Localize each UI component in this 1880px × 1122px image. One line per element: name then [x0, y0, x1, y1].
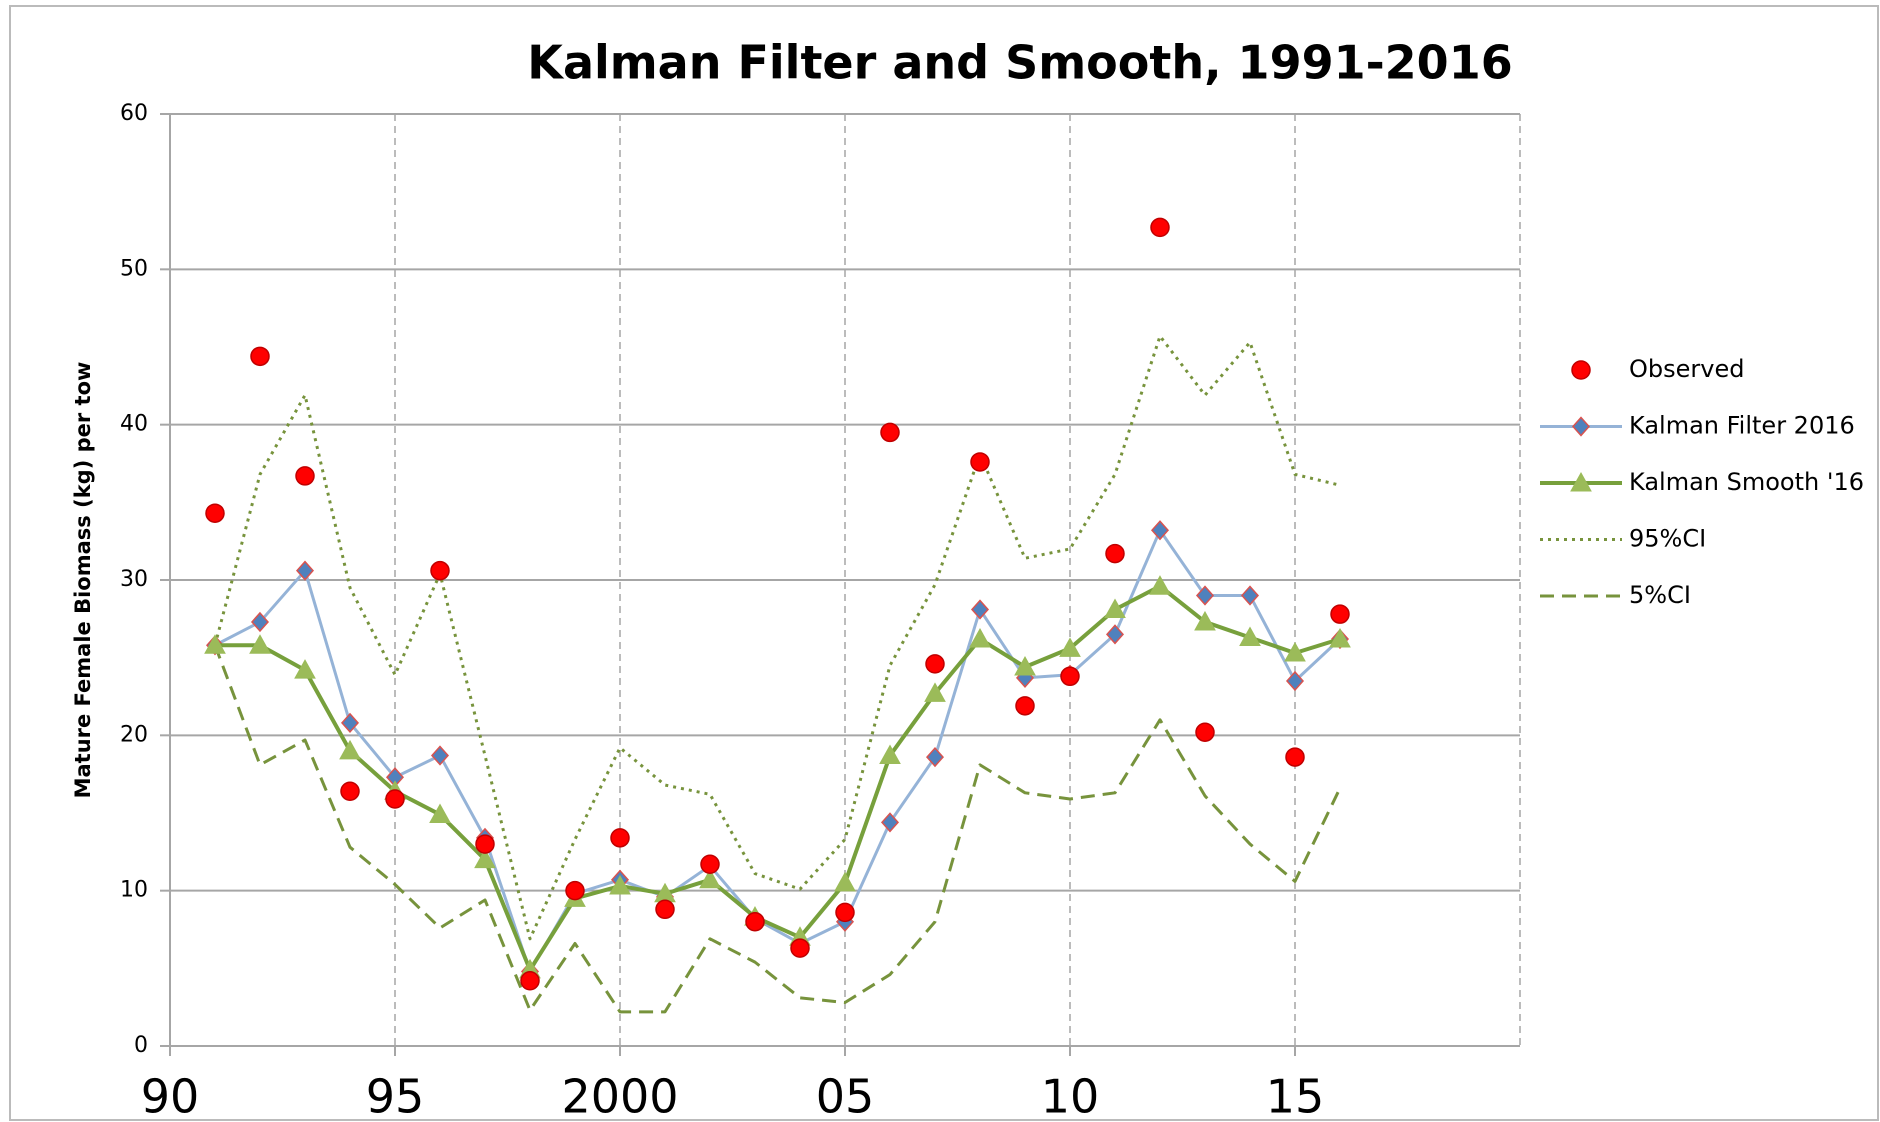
y-tick-label: 20 — [120, 722, 148, 747]
data-point — [204, 634, 226, 654]
data-point — [250, 611, 270, 633]
data-point — [924, 682, 946, 702]
data-point — [294, 659, 316, 679]
data-point — [1330, 604, 1350, 624]
data-point — [340, 712, 360, 734]
data-point — [1284, 641, 1306, 662]
data-point — [1060, 666, 1080, 687]
data-point — [970, 599, 990, 620]
legend-label: Kalman Smooth '16 — [1629, 468, 1864, 496]
data-point — [969, 627, 991, 648]
data-point — [1329, 627, 1351, 648]
data-point — [790, 938, 810, 958]
data-point — [970, 452, 990, 472]
x-tick-label: 2000 — [561, 1070, 678, 1122]
data-point — [655, 899, 675, 920]
legend-marker — [1571, 416, 1591, 437]
data-point — [1015, 696, 1035, 716]
data-point — [1285, 747, 1305, 767]
legend-marker — [1571, 360, 1591, 380]
data-point — [474, 848, 496, 869]
x-tick-label: 95 — [366, 1070, 425, 1122]
data-point — [610, 828, 630, 848]
data-point — [1240, 585, 1260, 606]
data-point — [925, 654, 945, 674]
data-point — [1195, 722, 1215, 742]
data-point — [565, 880, 585, 901]
data-point — [609, 874, 631, 895]
y-tick-label: 30 — [120, 567, 148, 592]
legend-label: 95%CI — [1629, 525, 1706, 553]
data-point — [1059, 637, 1081, 657]
data-point — [430, 560, 450, 581]
legend-marker — [1570, 471, 1592, 492]
data-point — [880, 422, 900, 443]
data-point — [205, 503, 225, 523]
data-point — [879, 744, 901, 765]
y-tick-label: 50 — [120, 256, 148, 281]
data-point — [745, 911, 765, 932]
y-axis-label: Mature Female Biomass (kg) per tow — [71, 362, 95, 799]
data-point — [880, 812, 900, 833]
data-point — [250, 346, 270, 367]
data-point — [1150, 217, 1170, 238]
data-point — [340, 781, 360, 802]
data-point — [835, 902, 855, 923]
y-tick-label: 40 — [120, 412, 148, 437]
legend-label: Kalman Filter 2016 — [1629, 412, 1855, 440]
legend-label: 5%CI — [1629, 581, 1691, 609]
series-line — [213, 644, 1342, 1014]
data-point — [429, 803, 451, 824]
data-point — [1149, 575, 1171, 595]
data-point — [475, 834, 495, 854]
data-point — [925, 746, 945, 768]
x-tick-label: 90 — [141, 1070, 200, 1122]
x-tick-label: 05 — [816, 1070, 875, 1122]
data-point — [1104, 598, 1126, 619]
data-point — [1285, 670, 1305, 692]
data-point — [520, 971, 540, 991]
data-point — [1239, 626, 1261, 646]
data-point — [1150, 520, 1170, 541]
data-point — [1195, 585, 1215, 606]
data-point — [295, 466, 315, 486]
data-point — [385, 789, 405, 809]
y-tick-label: 0 — [134, 1033, 148, 1058]
x-tick-label: 10 — [1041, 1070, 1100, 1122]
x-tick-label: 15 — [1266, 1070, 1325, 1122]
data-point — [700, 854, 720, 875]
data-point — [295, 560, 315, 581]
data-point — [1014, 655, 1036, 676]
legend-label: Observed — [1629, 355, 1744, 383]
data-point — [339, 739, 361, 760]
data-point — [834, 871, 856, 892]
data-point — [249, 634, 271, 654]
data-point — [1105, 624, 1125, 645]
y-tick-label: 60 — [120, 101, 148, 126]
data-point — [1194, 610, 1216, 631]
series-line — [214, 528, 1342, 973]
series-line — [213, 334, 1341, 941]
data-point — [430, 745, 450, 766]
chart-title: Kalman Filter and Smooth, 1991-2016 — [527, 36, 1512, 90]
y-tick-label: 10 — [120, 878, 148, 903]
data-point — [699, 868, 721, 889]
data-point — [1105, 543, 1125, 564]
